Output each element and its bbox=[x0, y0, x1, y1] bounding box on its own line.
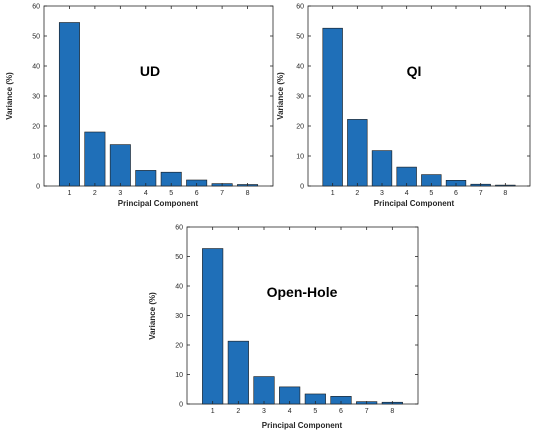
panel-title: Open-Hole bbox=[267, 284, 338, 300]
bar-pc-3 bbox=[371, 150, 393, 187]
y-axis-label: Variance (%) bbox=[5, 72, 14, 120]
y-axis-label: Variance (%) bbox=[148, 292, 157, 340]
y-tick-label: 50 bbox=[175, 254, 183, 261]
x-tick-label: 6 bbox=[195, 190, 199, 197]
x-tick-label: 4 bbox=[144, 190, 148, 197]
bar-pc-1 bbox=[58, 22, 80, 187]
y-tick-label: 50 bbox=[32, 34, 40, 41]
x-tick-label: 5 bbox=[313, 408, 317, 415]
chart-panel-openhole: 0 10 20 30 40 50 60 1 2 3 4 5 6 7 8 Open-Hole Principal … bbox=[148, 225, 419, 430]
y-tick-label: 20 bbox=[296, 124, 304, 131]
x-axis-label: Principal Component bbox=[118, 199, 199, 208]
bar-pc-2 bbox=[227, 340, 249, 405]
x-tick-label: 1 bbox=[211, 408, 215, 415]
x-tick-label: 6 bbox=[454, 190, 458, 197]
bar-pc-1 bbox=[202, 248, 224, 405]
x-tick-label: 2 bbox=[93, 190, 97, 197]
bar-pc-3 bbox=[253, 376, 275, 405]
x-tick-label: 7 bbox=[220, 190, 224, 197]
panel-title: QI bbox=[407, 63, 422, 79]
y-tick-label: 20 bbox=[175, 343, 183, 350]
y-tick-label: 0 bbox=[300, 184, 304, 191]
y-tick-label: 20 bbox=[32, 124, 40, 131]
y-tick-label: 40 bbox=[175, 284, 183, 291]
x-tick-label: 2 bbox=[355, 190, 359, 197]
chart-panel-qi: 0 10 20 30 40 50 60 1 2 3 4 5 6 7 8 QI Principal Compone… bbox=[276, 4, 531, 208]
x-tick-label: 1 bbox=[67, 190, 71, 197]
x-tick-label: 3 bbox=[118, 190, 122, 197]
x-tick-label: 3 bbox=[262, 408, 266, 415]
y-tick-label: 30 bbox=[296, 94, 304, 101]
bar-pc-1 bbox=[322, 27, 343, 187]
x-tick-label: 4 bbox=[405, 190, 409, 197]
x-tick-label: 8 bbox=[390, 408, 394, 415]
y-tick-label: 30 bbox=[32, 94, 40, 101]
y-tick-label: 0 bbox=[179, 402, 183, 409]
x-tick-label: 5 bbox=[429, 190, 433, 197]
x-axis-label: Principal Component bbox=[262, 421, 343, 430]
y-tick-label: 40 bbox=[296, 64, 304, 71]
x-axis-label: Principal Component bbox=[374, 199, 455, 208]
y-tick-label: 10 bbox=[296, 154, 304, 161]
x-tick-label: 7 bbox=[365, 408, 369, 415]
y-tick-label: 10 bbox=[175, 372, 183, 379]
y-tick-label: 40 bbox=[32, 64, 40, 71]
y-tick-label: 10 bbox=[32, 154, 40, 161]
bar-pc-2 bbox=[347, 119, 368, 187]
bar-pc-3 bbox=[109, 144, 131, 187]
bar-pc-2 bbox=[84, 131, 106, 187]
x-tick-label: 5 bbox=[169, 190, 173, 197]
x-tick-label: 8 bbox=[246, 190, 250, 197]
x-tick-label: 1 bbox=[331, 190, 335, 197]
chart-panel-ud: 0 10 20 30 40 50 60 1 2 3 4 5 6 7 8 UD Principal Compone… bbox=[5, 4, 274, 208]
y-tick-label: 30 bbox=[175, 313, 183, 320]
x-tick-label: 6 bbox=[339, 408, 343, 415]
panel-title: UD bbox=[140, 63, 160, 79]
y-tick-label: 60 bbox=[32, 4, 40, 11]
x-tick-label: 8 bbox=[503, 190, 507, 197]
x-tick-label: 7 bbox=[479, 190, 483, 197]
y-axis-label: Variance (%) bbox=[276, 72, 285, 120]
x-tick-label: 3 bbox=[380, 190, 384, 197]
y-tick-label: 60 bbox=[175, 225, 183, 232]
y-tick-label: 0 bbox=[36, 184, 40, 191]
y-tick-label: 60 bbox=[296, 4, 304, 11]
x-tick-label: 2 bbox=[236, 408, 240, 415]
x-tick-label: 4 bbox=[288, 408, 292, 415]
y-tick-label: 50 bbox=[296, 34, 304, 41]
